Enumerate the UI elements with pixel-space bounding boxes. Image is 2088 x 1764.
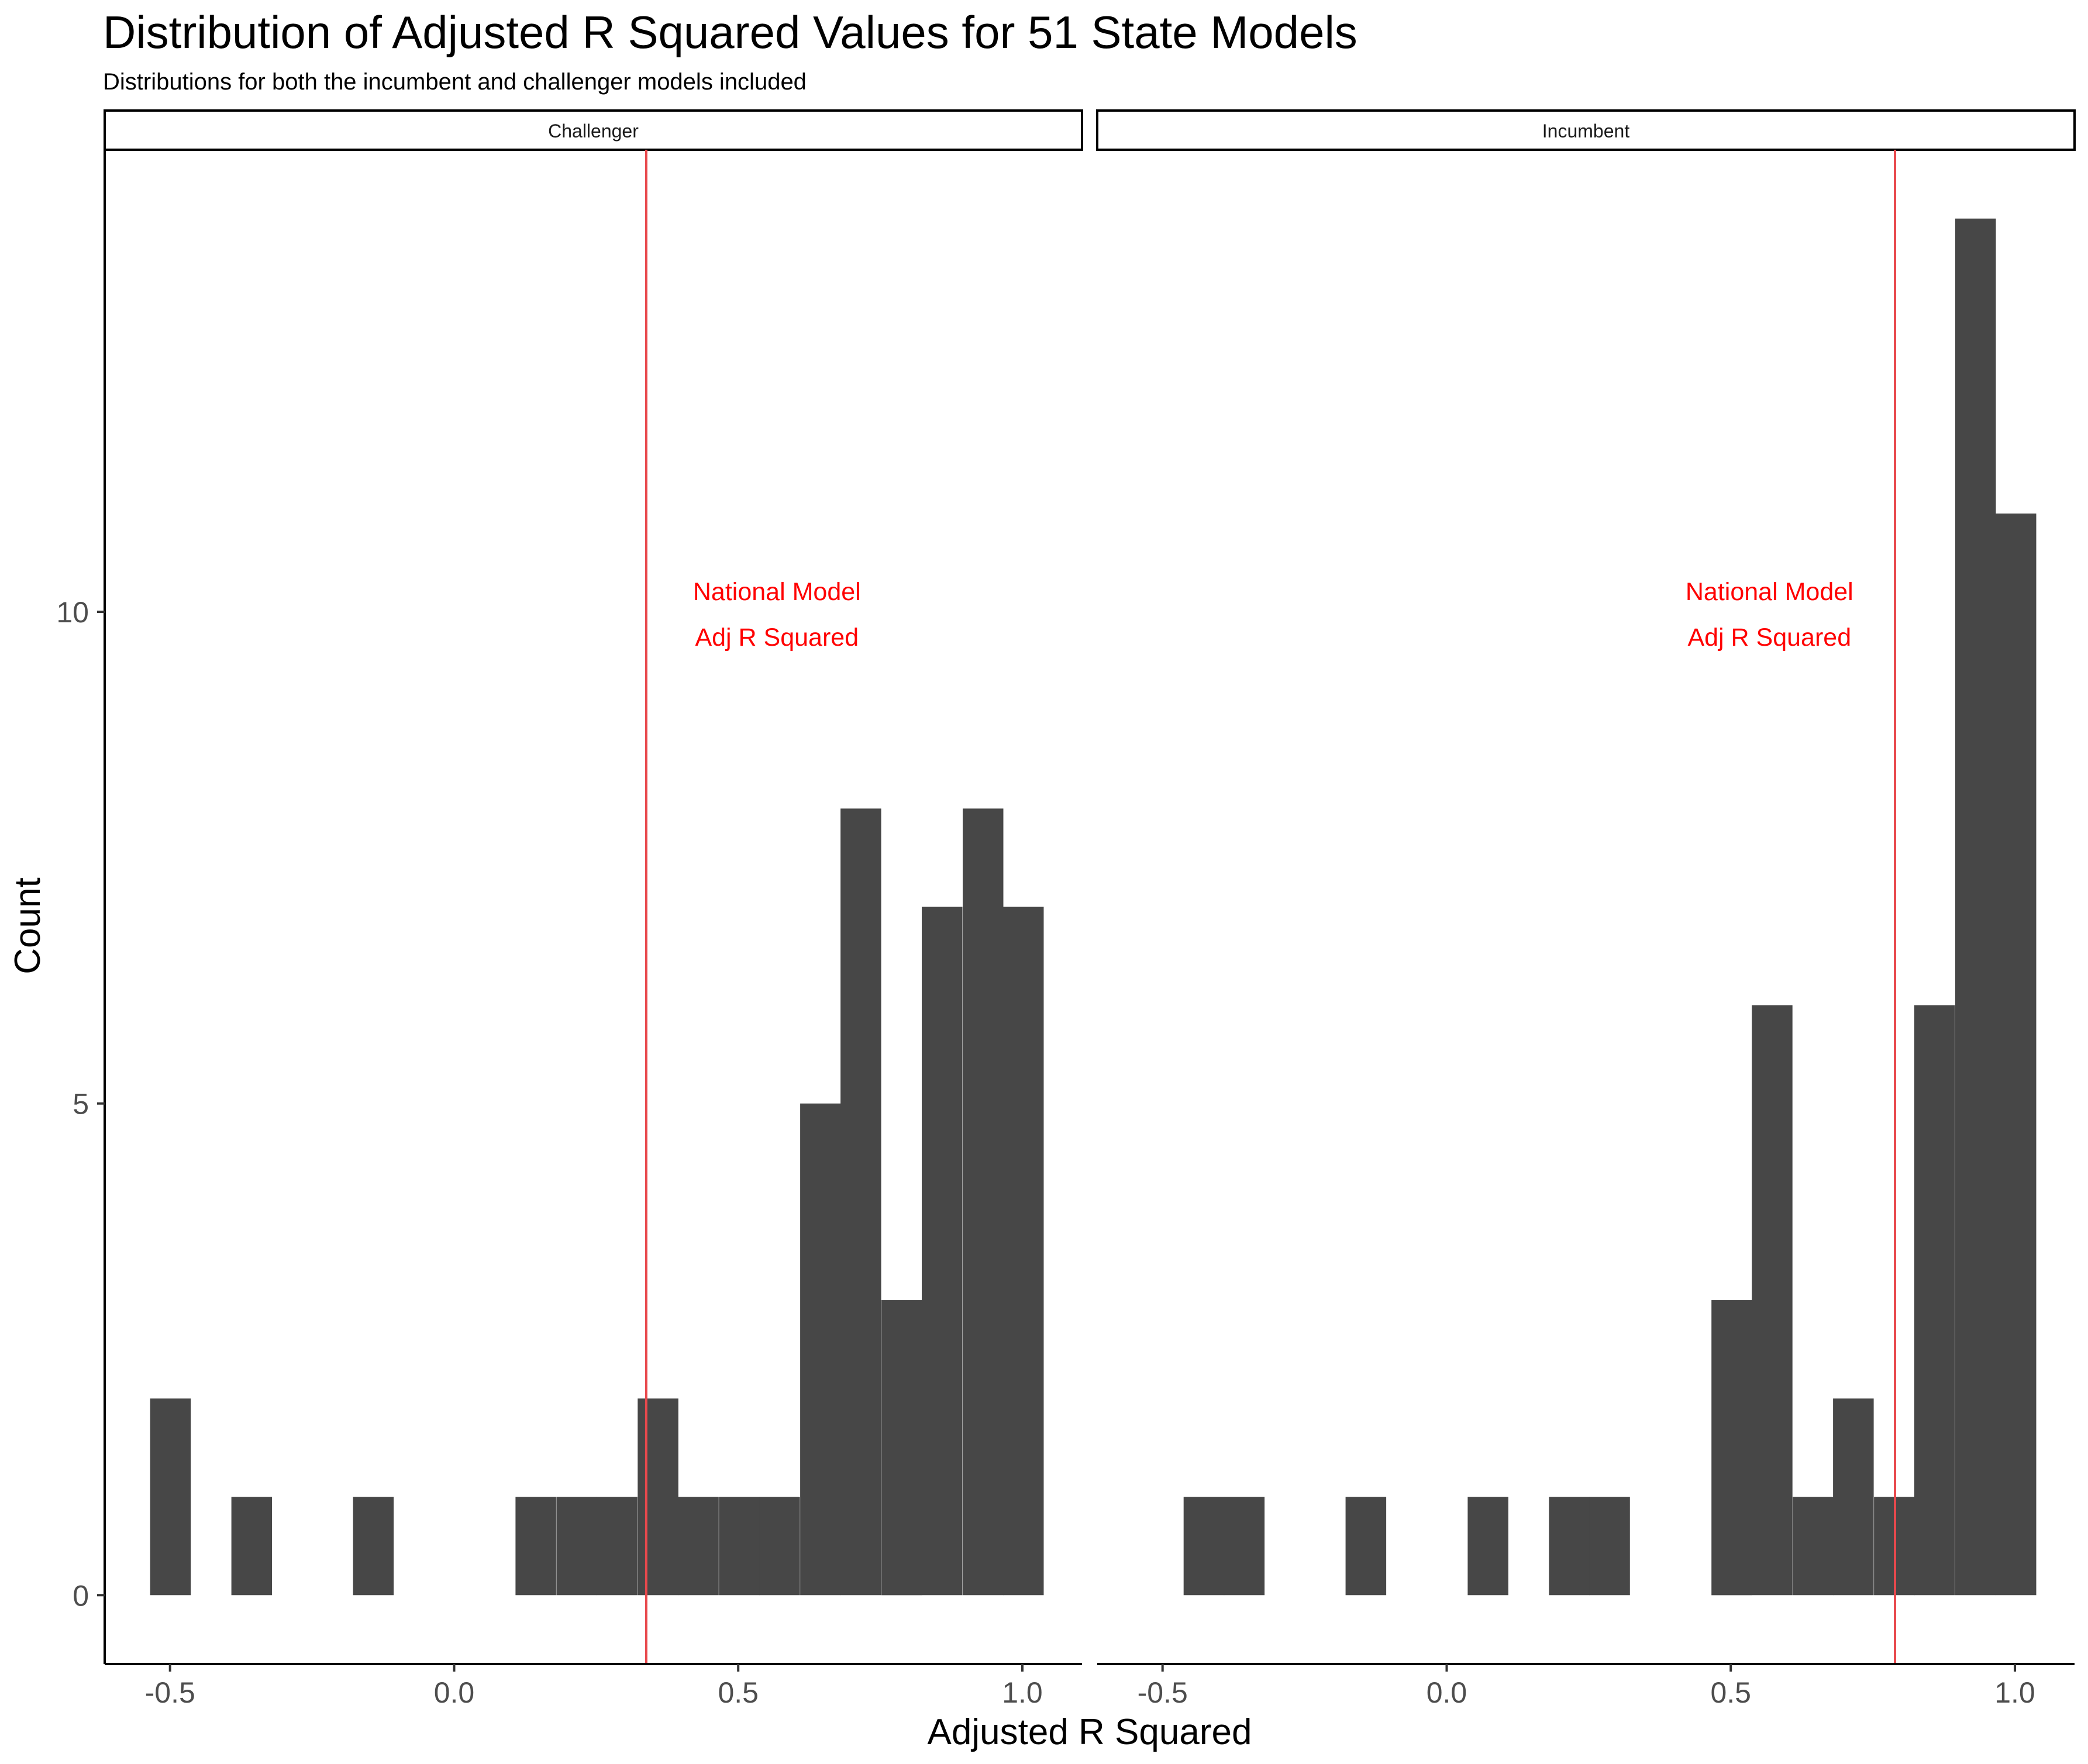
- bar-incumbent-11: [1914, 1005, 1955, 1596]
- x-tick-label-challenger-1: 0.0: [434, 1676, 475, 1709]
- bar-challenger-15: [1003, 907, 1044, 1596]
- chart-title: Distribution of Adjusted R Squared Value…: [103, 6, 1357, 58]
- x-tick-label-incumbent-0: -0.5: [1138, 1676, 1188, 1709]
- bar-challenger-10: [800, 1103, 841, 1596]
- bar-incumbent-2: [1345, 1497, 1387, 1596]
- bar-challenger-8: [719, 1497, 760, 1596]
- x-tick-label-incumbent-2: 0.5: [1710, 1676, 1751, 1709]
- bar-challenger-3: [515, 1497, 556, 1596]
- bar-challenger-0: [150, 1398, 191, 1596]
- y-ticks: 0 5 10: [56, 596, 105, 1612]
- x-tick-label-challenger-3: 1.0: [1002, 1676, 1043, 1709]
- bar-challenger-12: [881, 1300, 922, 1596]
- bar-challenger-13: [922, 907, 963, 1596]
- bar-challenger-1: [231, 1497, 273, 1596]
- bar-challenger-5: [597, 1497, 638, 1596]
- bar-incumbent-6: [1711, 1300, 1752, 1596]
- bars-incumbent: [1183, 218, 2037, 1596]
- x-ticks-challenger: -0.5 0.0 0.5 1.0: [145, 1664, 1043, 1709]
- bar-challenger-6: [638, 1398, 678, 1596]
- bar-challenger-9: [759, 1497, 800, 1596]
- panel-challenger: Challenger National Model Adj R Squared -…: [104, 109, 1083, 1709]
- y-axis-title: Count: [8, 877, 48, 974]
- strip-label-challenger: Challenger: [548, 120, 639, 142]
- strip-challenger: [104, 109, 1083, 151]
- x-tick-label-incumbent-3: 1.0: [1994, 1676, 2035, 1709]
- x-axis-title: Adjusted R Squared: [928, 1712, 1252, 1752]
- bar-challenger-4: [556, 1497, 597, 1596]
- bar-challenger-14: [963, 808, 1004, 1596]
- y-tick-label-1: 5: [73, 1088, 89, 1121]
- bar-incumbent-12: [1955, 218, 1996, 1596]
- bar-incumbent-8: [1793, 1497, 1834, 1596]
- bar-incumbent-5: [1589, 1497, 1630, 1596]
- chart-subtitle: Distributions for both the incumbent and…: [103, 69, 807, 95]
- strip-incumbent: [1096, 109, 2076, 151]
- x-tick-label-challenger-2: 0.5: [718, 1676, 759, 1709]
- annotation-challenger: National Model Adj R Squared: [693, 578, 861, 652]
- bar-challenger-2: [353, 1497, 394, 1596]
- bar-challenger-7: [678, 1497, 719, 1596]
- bar-incumbent-13: [1996, 514, 2037, 1596]
- y-tick-label-0: 0: [73, 1579, 89, 1612]
- strip-label-incumbent: Incumbent: [1542, 120, 1630, 142]
- bar-incumbent-0: [1183, 1497, 1225, 1596]
- bar-incumbent-7: [1752, 1005, 1793, 1596]
- annotation-line-incumbent-1: Adj R Squared: [1687, 623, 1851, 652]
- bar-incumbent-9: [1833, 1398, 1874, 1596]
- annotation-line-incumbent-0: National Model: [1686, 578, 1853, 606]
- annotation-incumbent: National Model Adj R Squared: [1686, 578, 1853, 652]
- bar-incumbent-1: [1224, 1497, 1265, 1596]
- bar-challenger-11: [840, 808, 881, 1596]
- x-tick-label-challenger-0: -0.5: [145, 1676, 195, 1709]
- annotation-line-challenger-0: National Model: [693, 578, 861, 606]
- x-tick-label-incumbent-1: 0.0: [1427, 1676, 1467, 1709]
- bar-incumbent-4: [1549, 1497, 1590, 1596]
- y-tick-label-2: 10: [56, 596, 89, 629]
- bar-incumbent-3: [1467, 1497, 1508, 1596]
- bars-challenger: [150, 808, 1044, 1596]
- annotation-line-challenger-1: Adj R Squared: [695, 623, 859, 652]
- x-ticks-incumbent: -0.5 0.0 0.5 1.0: [1138, 1664, 2035, 1709]
- panel-incumbent: Incumbent National Model Adj R Squared -0…: [1096, 109, 2076, 1709]
